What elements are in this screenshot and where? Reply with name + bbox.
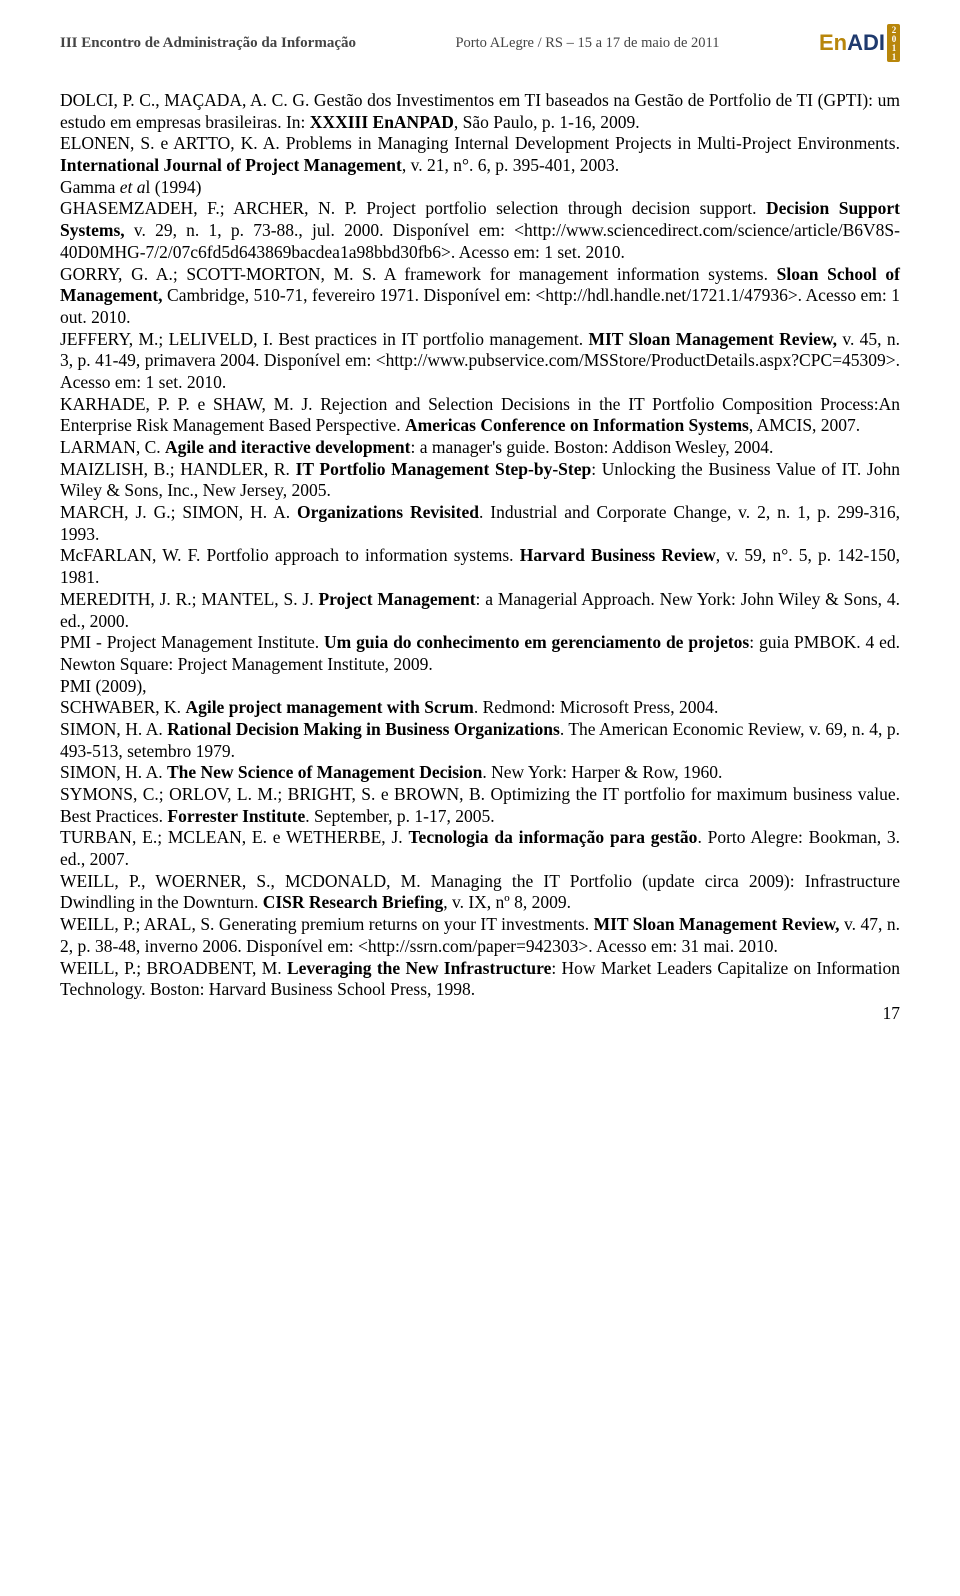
reference-text-run: SIMON, H. A.	[60, 719, 167, 739]
logo-year-badge: 2011	[887, 24, 900, 62]
reference-text-run: Um guia do conhecimento em gerenciamento…	[324, 632, 749, 652]
header-logo: EnADI2011	[819, 24, 900, 62]
reference-entry: SCHWABER, K. Agile project management wi…	[60, 697, 900, 719]
reference-entry: SIMON, H. A. The New Science of Manageme…	[60, 762, 900, 784]
reference-text-run: CISR Research Briefing	[263, 892, 444, 912]
reference-text-run: PMI - Project Management Institute.	[60, 632, 324, 652]
page-header: III Encontro de Administração da Informa…	[60, 24, 900, 62]
reference-text-run: MEREDITH, J. R.; MANTEL, S. J.	[60, 589, 318, 609]
reference-text-run: , v. 21, n°. 6, p. 395-401, 2003.	[402, 155, 619, 175]
reference-entry: DOLCI, P. C., MAÇADA, A. C. G. Gestão do…	[60, 90, 900, 133]
reference-text-run: Harvard Business Review	[520, 545, 716, 565]
reference-text-run: MIT Sloan Management Review,	[588, 329, 837, 349]
reference-text-run: Tecnologia da informação para gestão	[408, 827, 697, 847]
reference-entry: LARMAN, C. Agile and iteractive developm…	[60, 437, 900, 459]
reference-text-run: WEILL, P.; BROADBENT, M.	[60, 958, 287, 978]
reference-text-run: , v. IX, nº 8, 2009.	[443, 892, 571, 912]
reference-text-run: MIT Sloan Management Review,	[594, 914, 840, 934]
reference-entry: KARHADE, P. P. e SHAW, M. J. Rejection a…	[60, 394, 900, 437]
reference-text-run: XXXIII EnANPAD	[310, 112, 454, 132]
reference-text-run: , AMCIS, 2007.	[749, 415, 860, 435]
header-location-date: Porto ALegre / RS – 15 a 17 de maio de 2…	[455, 35, 719, 52]
reference-text-run: Americas Conference on Information Syste…	[405, 415, 749, 435]
reference-entry: ELONEN, S. e ARTTO, K. A. Problems in Ma…	[60, 133, 900, 176]
reference-text-run: Leveraging the New Infrastructure	[287, 958, 551, 978]
reference-entry: WEILL, P.; BROADBENT, M. Leveraging the …	[60, 958, 900, 1001]
reference-text-run: IT Portfolio Management Step-by-Step	[296, 459, 592, 479]
reference-entry: McFARLAN, W. F. Portfolio approach to in…	[60, 545, 900, 588]
reference-entry: GHASEMZADEH, F.; ARCHER, N. P. Project p…	[60, 198, 900, 263]
reference-entry: WEILL, P.; ARAL, S. Generating premium r…	[60, 914, 900, 957]
reference-text-run: Forrester Institute	[167, 806, 305, 826]
reference-entry: TURBAN, E.; MCLEAN, E. e WETHERBE, J. Te…	[60, 827, 900, 870]
reference-text-run: Cambridge, 510-71, fevereiro 1971. Dispo…	[60, 285, 900, 327]
reference-text-run: MAIZLISH, B.; HANDLER, R.	[60, 459, 296, 479]
reference-entry: PMI - Project Management Institute. Um g…	[60, 632, 900, 675]
reference-text-run: SCHWABER, K.	[60, 697, 185, 717]
reference-text-run: GORRY, G. A.; SCOTT-MORTON, M. S. A fram…	[60, 264, 777, 284]
reference-text-run: l (1994)	[146, 177, 202, 197]
reference-entry: GORRY, G. A.; SCOTT-MORTON, M. S. A fram…	[60, 264, 900, 329]
reference-text-run: : a manager's guide. Boston: Addison Wes…	[410, 437, 773, 457]
logo-adi-text: ADI	[847, 30, 885, 56]
header-event-title: III Encontro de Administração da Informa…	[60, 35, 356, 52]
reference-entry: JEFFERY, M.; LELIVELD, I. Best practices…	[60, 329, 900, 394]
reference-entry: Gamma et al (1994)	[60, 177, 900, 199]
reference-entry: SYMONS, C.; ORLOV, L. M.; BRIGHT, S. e B…	[60, 784, 900, 827]
reference-entry: PMI (2009),	[60, 676, 900, 698]
reference-entry: SIMON, H. A. Rational Decision Making in…	[60, 719, 900, 762]
reference-text-run: . New York: Harper & Row, 1960.	[482, 762, 722, 782]
reference-text-run: et a	[120, 177, 146, 197]
reference-text-run: Agile project management with Scrum	[185, 697, 473, 717]
reference-text-run: WEILL, P.; ARAL, S. Generating premium r…	[60, 914, 594, 934]
reference-text-run: McFARLAN, W. F. Portfolio approach to in…	[60, 545, 520, 565]
page-number: 17	[60, 1003, 900, 1024]
reference-text-run: Agile and iteractive development	[165, 437, 410, 457]
reference-text-run: Rational Decision Making in Business Org…	[167, 719, 560, 739]
reference-text-run: ELONEN, S. e ARTTO, K. A. Problems in Ma…	[60, 133, 900, 153]
reference-text-run: JEFFERY, M.; LELIVELD, I. Best practices…	[60, 329, 588, 349]
reference-text-run: International Journal of Project Managem…	[60, 155, 402, 175]
reference-text-run: LARMAN, C.	[60, 437, 165, 457]
reference-text-run: SIMON, H. A.	[60, 762, 167, 782]
reference-text-run: The New Science of Management Decision	[167, 762, 482, 782]
reference-text-run: PMI (2009),	[60, 676, 147, 696]
page-container: III Encontro de Administração da Informa…	[0, 0, 960, 1044]
reference-text-run: GHASEMZADEH, F.; ARCHER, N. P. Project p…	[60, 198, 766, 218]
reference-text-run: , São Paulo, p. 1-16, 2009.	[454, 112, 640, 132]
reference-entry: MARCH, J. G.; SIMON, H. A. Organizations…	[60, 502, 900, 545]
reference-text-run: Gamma	[60, 177, 120, 197]
reference-text-run: TURBAN, E.; MCLEAN, E. e WETHERBE, J.	[60, 827, 408, 847]
reference-text-run: Project Management	[318, 589, 475, 609]
references-block: DOLCI, P. C., MAÇADA, A. C. G. Gestão do…	[60, 90, 900, 1001]
reference-entry: MAIZLISH, B.; HANDLER, R. IT Portfolio M…	[60, 459, 900, 502]
reference-text-run: . Redmond: Microsoft Press, 2004.	[474, 697, 719, 717]
reference-entry: MEREDITH, J. R.; MANTEL, S. J. Project M…	[60, 589, 900, 632]
logo-en-text: En	[819, 30, 847, 56]
reference-text-run: Organizations Revisited	[297, 502, 479, 522]
reference-text-run: MARCH, J. G.; SIMON, H. A.	[60, 502, 297, 522]
reference-entry: WEILL, P., WOERNER, S., MCDONALD, M. Man…	[60, 871, 900, 914]
reference-text-run: v. 29, n. 1, p. 73-88., jul. 2000. Dispo…	[60, 220, 900, 262]
reference-text-run: . September, p. 1-17, 2005.	[305, 806, 494, 826]
